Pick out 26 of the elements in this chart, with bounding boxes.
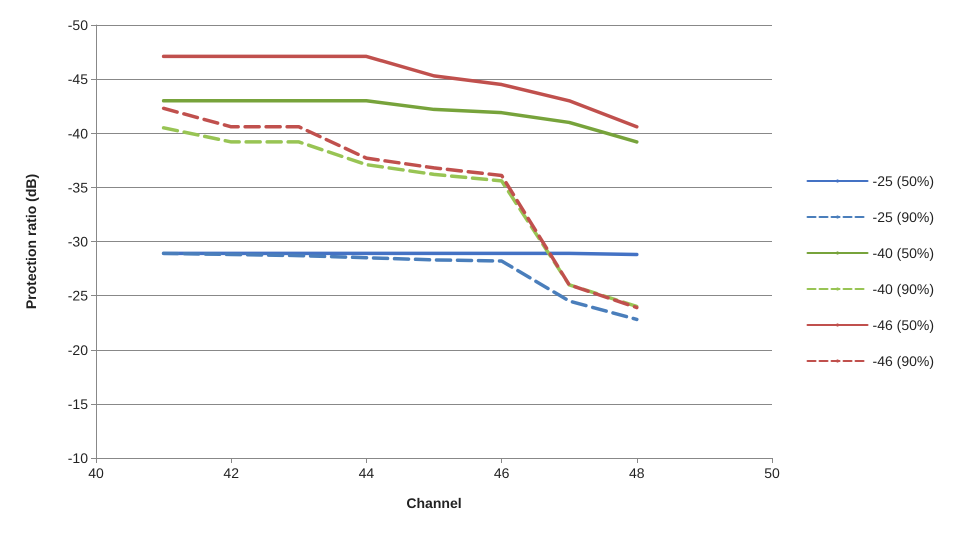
x-tick-label: 48 xyxy=(629,465,645,481)
y-tick-label: -20 xyxy=(68,342,88,358)
y-tick-label: -50 xyxy=(68,17,88,33)
legend-label: -46 (90%) xyxy=(872,353,934,369)
y-tick-label: -15 xyxy=(68,396,88,412)
line-series xyxy=(162,54,639,129)
y-tick-label: -45 xyxy=(68,71,88,88)
x-tick-label: 40 xyxy=(88,465,104,481)
y-axis-title: Protection ratio (dB) xyxy=(23,174,39,310)
x-axis-title: Channel xyxy=(406,495,462,511)
legend-label: -25 (90%) xyxy=(872,209,934,225)
y-tick-label: -35 xyxy=(68,179,88,196)
line-series xyxy=(162,99,639,144)
x-tick-label: 46 xyxy=(494,465,510,481)
x-tick-label: 50 xyxy=(764,465,780,481)
y-tick-label: -10 xyxy=(68,450,88,466)
x-tick-label: 44 xyxy=(358,465,374,481)
x-tick-label: 42 xyxy=(223,465,240,481)
legend-label: -46 (50%) xyxy=(872,317,934,333)
legend-label: -40 (90%) xyxy=(872,281,934,297)
y-tick-label: -40 xyxy=(68,125,88,142)
legend-label: -40 (50%) xyxy=(872,245,934,261)
y-tick-label: -30 xyxy=(68,234,88,250)
y-tick-label: -25 xyxy=(68,288,88,304)
legend-label: -25 (50%) xyxy=(872,173,934,189)
line-series xyxy=(162,252,639,322)
